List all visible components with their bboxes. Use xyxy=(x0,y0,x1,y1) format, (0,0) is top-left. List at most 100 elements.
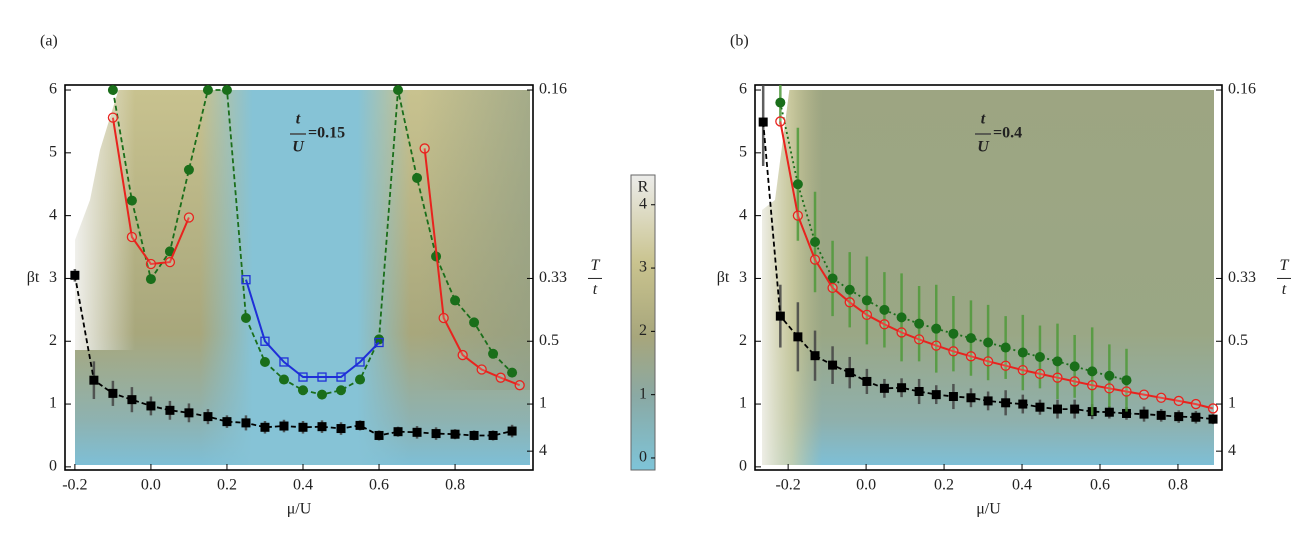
marker xyxy=(202,85,213,96)
y-tick-label: 1 xyxy=(739,395,747,412)
marker xyxy=(1121,408,1131,418)
marker xyxy=(983,396,993,406)
y2-tick-label: 0.16 xyxy=(539,81,567,98)
marker xyxy=(412,427,422,437)
marker xyxy=(469,430,479,440)
y2-tick-label: 4 xyxy=(1228,442,1236,459)
marker xyxy=(1052,372,1063,383)
y-tick-label: 6 xyxy=(49,81,57,98)
annotation-text: =0.15 xyxy=(308,125,345,142)
marker xyxy=(1207,403,1219,414)
y-tick-label: 2 xyxy=(49,332,57,349)
marker xyxy=(145,258,157,270)
marker xyxy=(1087,366,1098,377)
marker xyxy=(1191,412,1201,422)
y2-tick-label: 0.33 xyxy=(1228,269,1256,286)
marker xyxy=(897,383,907,393)
series-line xyxy=(112,89,513,396)
marker xyxy=(278,374,289,385)
marker xyxy=(845,368,855,378)
x-tick-label: 0.0 xyxy=(856,477,876,494)
marker xyxy=(183,164,194,175)
marker xyxy=(184,408,194,418)
panel-label: (a) xyxy=(40,33,58,50)
marker xyxy=(1173,395,1184,407)
marker xyxy=(913,334,925,345)
marker xyxy=(374,337,384,348)
marker xyxy=(241,275,251,285)
x-tick-label: -0.2 xyxy=(775,477,800,494)
annotation-text: =0.4 xyxy=(993,125,1022,142)
background-a xyxy=(65,85,530,465)
y2-tick-label: 0.16 xyxy=(1228,81,1256,98)
marker xyxy=(108,388,118,398)
marker xyxy=(203,412,213,422)
marker xyxy=(879,319,890,330)
marker xyxy=(792,179,803,190)
marker xyxy=(828,360,838,370)
y2-label-denominator: t xyxy=(593,281,598,298)
marker xyxy=(861,295,872,306)
marker xyxy=(488,430,498,440)
x-tick-label: 0.4 xyxy=(293,477,313,494)
marker xyxy=(1208,414,1218,424)
marker xyxy=(1138,389,1150,400)
series-line xyxy=(779,102,1127,382)
marker xyxy=(1087,380,1098,391)
marker xyxy=(965,351,977,362)
x-tick-label: 0.8 xyxy=(445,477,465,494)
marker xyxy=(336,424,346,434)
marker xyxy=(469,317,480,328)
x-axis-label: μ/U xyxy=(287,501,312,518)
marker xyxy=(1104,370,1115,381)
marker xyxy=(1017,364,1028,376)
marker xyxy=(222,417,232,427)
y-tick-label: 0 xyxy=(739,458,747,475)
colorbar-tick-label: 1 xyxy=(639,385,647,402)
marker xyxy=(507,426,517,436)
marker xyxy=(279,421,289,431)
marker xyxy=(476,364,487,375)
annotation-numerator: t xyxy=(296,111,301,128)
marker xyxy=(126,195,137,206)
colorbar-tick-label: 0 xyxy=(639,449,647,466)
marker xyxy=(827,273,838,284)
marker xyxy=(861,309,873,321)
marker xyxy=(336,385,347,396)
marker xyxy=(457,349,468,361)
marker xyxy=(983,337,994,348)
y2-tick-label: 1 xyxy=(539,395,547,412)
marker xyxy=(164,256,176,268)
marker xyxy=(240,313,251,324)
y-axis-label: βt xyxy=(717,269,730,286)
y-tick-label: 6 xyxy=(739,81,747,98)
y-tick-label: 5 xyxy=(739,144,747,161)
marker xyxy=(165,405,175,415)
marker xyxy=(965,333,976,344)
marker xyxy=(1052,404,1062,414)
marker xyxy=(948,392,958,402)
x-tick-label: 0.0 xyxy=(141,477,161,494)
marker xyxy=(1069,376,1080,387)
y2-tick-label: 0.5 xyxy=(539,332,559,349)
marker xyxy=(810,237,821,248)
y2-label-denominator: t xyxy=(1282,281,1287,298)
y-tick-label: 3 xyxy=(739,269,747,286)
marker xyxy=(336,372,346,382)
marker xyxy=(948,346,959,357)
marker xyxy=(809,254,821,265)
x-tick-label: 0.2 xyxy=(934,477,954,494)
plot-area xyxy=(758,85,1219,425)
marker xyxy=(862,376,872,386)
marker xyxy=(450,429,460,439)
marker xyxy=(896,327,907,338)
y-tick-label: 2 xyxy=(739,332,747,349)
y-tick-label: 4 xyxy=(739,206,747,223)
colorbar-title: R xyxy=(638,179,649,196)
marker xyxy=(914,386,924,396)
colorbar-tick-label: 2 xyxy=(639,322,647,339)
y-tick-label: 3 xyxy=(49,269,57,286)
marker xyxy=(393,85,404,96)
y-tick-label: 4 xyxy=(49,206,57,223)
marker xyxy=(879,304,890,315)
